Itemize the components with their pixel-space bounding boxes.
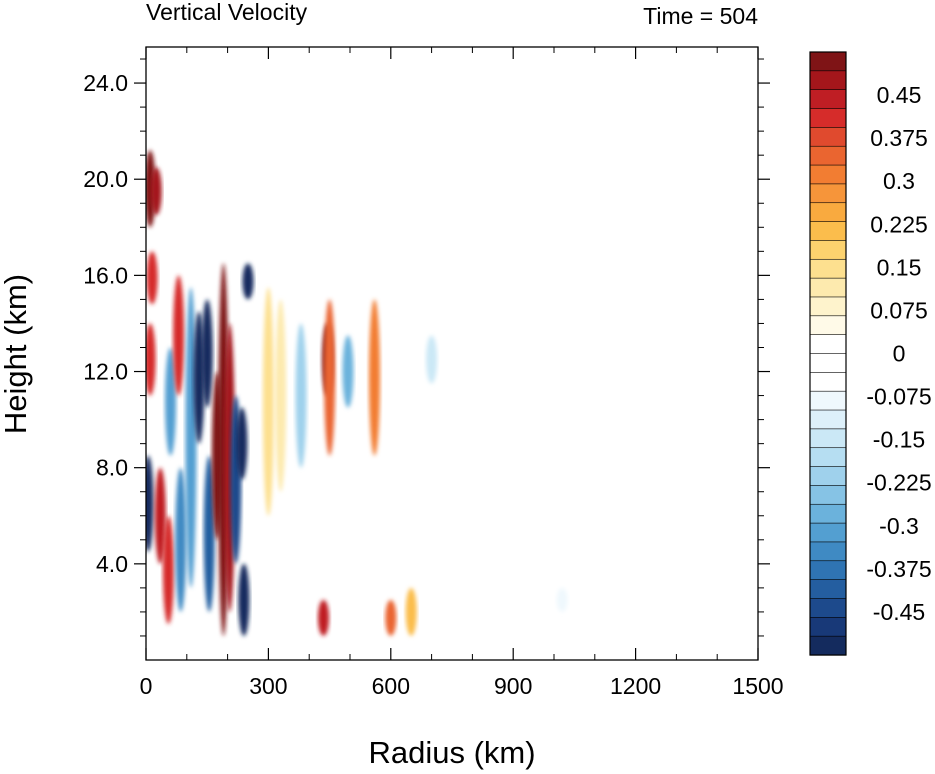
colorbar-segment: [809, 428, 847, 449]
colorbar-segment: [809, 183, 847, 204]
velocity-feature: [146, 251, 158, 305]
colorbar-segment: [809, 447, 847, 468]
colorbar-label: 0.075: [870, 297, 928, 323]
colorbar-segment: [809, 485, 847, 505]
plot-frame: [145, 46, 759, 661]
colorbar-segment: [809, 70, 847, 91]
colorbar-segment: [809, 145, 847, 166]
colorbar-segment: [809, 334, 847, 355]
colorbar-label: -0.45: [873, 599, 925, 625]
x-tick-label: 600: [372, 673, 410, 699]
colorbar-label: -0.15: [873, 427, 925, 453]
velocity-feature: [175, 467, 187, 612]
colorbar-label: 0.225: [870, 211, 928, 237]
colorbar-segment: [809, 522, 847, 543]
colorbar-label: 0.15: [877, 254, 922, 280]
velocity-feature: [165, 347, 176, 456]
velocity-feature: [154, 467, 166, 564]
colorbar-segment: [809, 221, 847, 242]
colorbar-label: 0.45: [877, 82, 922, 108]
velocity-feature: [146, 323, 156, 396]
colorbar-segment: [809, 127, 847, 147]
colorbar-segment: [809, 409, 847, 430]
colorbar-segment: [809, 164, 847, 185]
colorbar-label: 0: [893, 341, 906, 367]
y-axis-label: Height (km): [0, 274, 33, 434]
velocity-feature: [275, 299, 287, 492]
velocity-feature: [426, 335, 438, 384]
velocity-feature: [242, 263, 254, 300]
velocity-feature: [405, 587, 417, 636]
chart-title: Vertical Velocity: [146, 0, 308, 25]
colorbar-segment: [809, 353, 847, 373]
colorbar-frame: [809, 51, 847, 656]
y-tick-label: 8.0: [96, 455, 128, 481]
velocity-feature: [262, 287, 274, 516]
x-tick-label: 1500: [732, 673, 783, 699]
velocity-feature: [318, 599, 329, 636]
colorbar-segment: [809, 240, 847, 260]
y-tick-label: 4.0: [96, 551, 128, 577]
colorbar-segment: [809, 579, 847, 600]
axes: 0 300 600 900 1200 1500 4.0 8.0 12.0 16.0 20.0 24.0: [83, 47, 784, 699]
colorbar-segment: [809, 258, 847, 279]
velocity-feature: [385, 599, 397, 636]
colorbar-segment: [809, 635, 847, 656]
y-tick-label: 24.0: [83, 70, 128, 96]
colorbar-segment: [809, 617, 847, 637]
velocity-feature: [193, 311, 205, 444]
x-tick-label: 300: [249, 673, 287, 699]
velocity-feature: [556, 587, 568, 612]
colorbar-segment: [809, 315, 847, 336]
x-tick-label: 1200: [610, 673, 661, 699]
colorbar-segment: [809, 390, 847, 411]
y-tick-label: 12.0: [83, 359, 128, 385]
velocity-field: [146, 150, 568, 637]
x-axis-label: Radius (km): [368, 735, 535, 770]
colorbar-segment: [809, 202, 847, 223]
plot-background: [146, 47, 758, 660]
velocity-feature: [173, 275, 185, 396]
time-label: Time = 504: [643, 3, 758, 29]
colorbar-segment: [809, 503, 847, 524]
velocity-feature: [238, 563, 250, 637]
velocity-feature: [236, 407, 248, 480]
colorbar-segment: [809, 560, 847, 581]
colorbar-segment: [809, 277, 847, 298]
colorbar-label: -0.375: [866, 556, 931, 582]
colorbar: 0.45 0.375 0.3 0.225 0.15 0.075 0 -0.075 -0.15 -0…: [809, 51, 932, 656]
velocity-feature: [324, 299, 336, 456]
colorbar-segment: [809, 108, 847, 128]
colorbar-label: -0.075: [866, 384, 931, 410]
velocity-feature: [146, 455, 154, 552]
colorbar-label: -0.3: [879, 513, 919, 539]
colorbar-segment: [809, 89, 847, 110]
colorbar-segment: [809, 541, 847, 562]
velocity-feature: [150, 167, 162, 216]
x-tick-label: 900: [494, 673, 532, 699]
colorbar-segment: [809, 372, 847, 392]
x-tick-label: 0: [140, 673, 153, 699]
velocity-feature: [295, 323, 307, 468]
colorbar-segment: [809, 466, 847, 486]
velocity-feature: [201, 299, 213, 408]
colorbar-label: 0.3: [883, 168, 915, 194]
colorbar-label: -0.225: [866, 470, 931, 496]
colorbar-segment: [809, 296, 847, 317]
velocity-feature: [342, 335, 354, 408]
velocity-feature: [185, 287, 197, 588]
y-tick-label: 20.0: [83, 166, 128, 192]
colorbar-segment: [809, 598, 847, 618]
colorbar-segment: [809, 51, 847, 72]
y-tick-label: 16.0: [83, 262, 128, 288]
colorbar-label: 0.375: [870, 125, 928, 151]
velocity-feature: [369, 299, 380, 456]
velocity-feature: [203, 455, 215, 612]
velocity-feature: [162, 515, 174, 625]
